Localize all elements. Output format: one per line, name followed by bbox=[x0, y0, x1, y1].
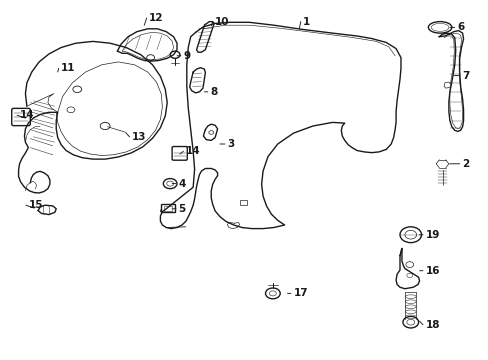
Bar bbox=[164, 206, 172, 211]
Bar bbox=[161, 204, 175, 212]
Text: 1: 1 bbox=[303, 17, 310, 27]
Text: 18: 18 bbox=[425, 320, 439, 330]
Text: 14: 14 bbox=[185, 146, 200, 156]
Text: 14: 14 bbox=[20, 110, 34, 120]
Text: 5: 5 bbox=[178, 204, 185, 214]
Text: 2: 2 bbox=[461, 159, 468, 169]
Text: 8: 8 bbox=[210, 87, 217, 97]
Bar bbox=[239, 200, 247, 205]
Text: 3: 3 bbox=[227, 139, 234, 149]
Text: 10: 10 bbox=[215, 17, 229, 27]
Text: 13: 13 bbox=[132, 132, 146, 142]
Text: 17: 17 bbox=[293, 288, 307, 298]
Text: 19: 19 bbox=[425, 230, 439, 240]
Text: 9: 9 bbox=[183, 51, 190, 61]
Text: 4: 4 bbox=[178, 179, 185, 189]
Text: 15: 15 bbox=[28, 200, 43, 210]
Text: 11: 11 bbox=[61, 63, 76, 73]
Text: 7: 7 bbox=[461, 71, 468, 81]
Text: 12: 12 bbox=[149, 13, 163, 23]
Text: 16: 16 bbox=[425, 266, 439, 276]
Text: 6: 6 bbox=[456, 22, 464, 32]
